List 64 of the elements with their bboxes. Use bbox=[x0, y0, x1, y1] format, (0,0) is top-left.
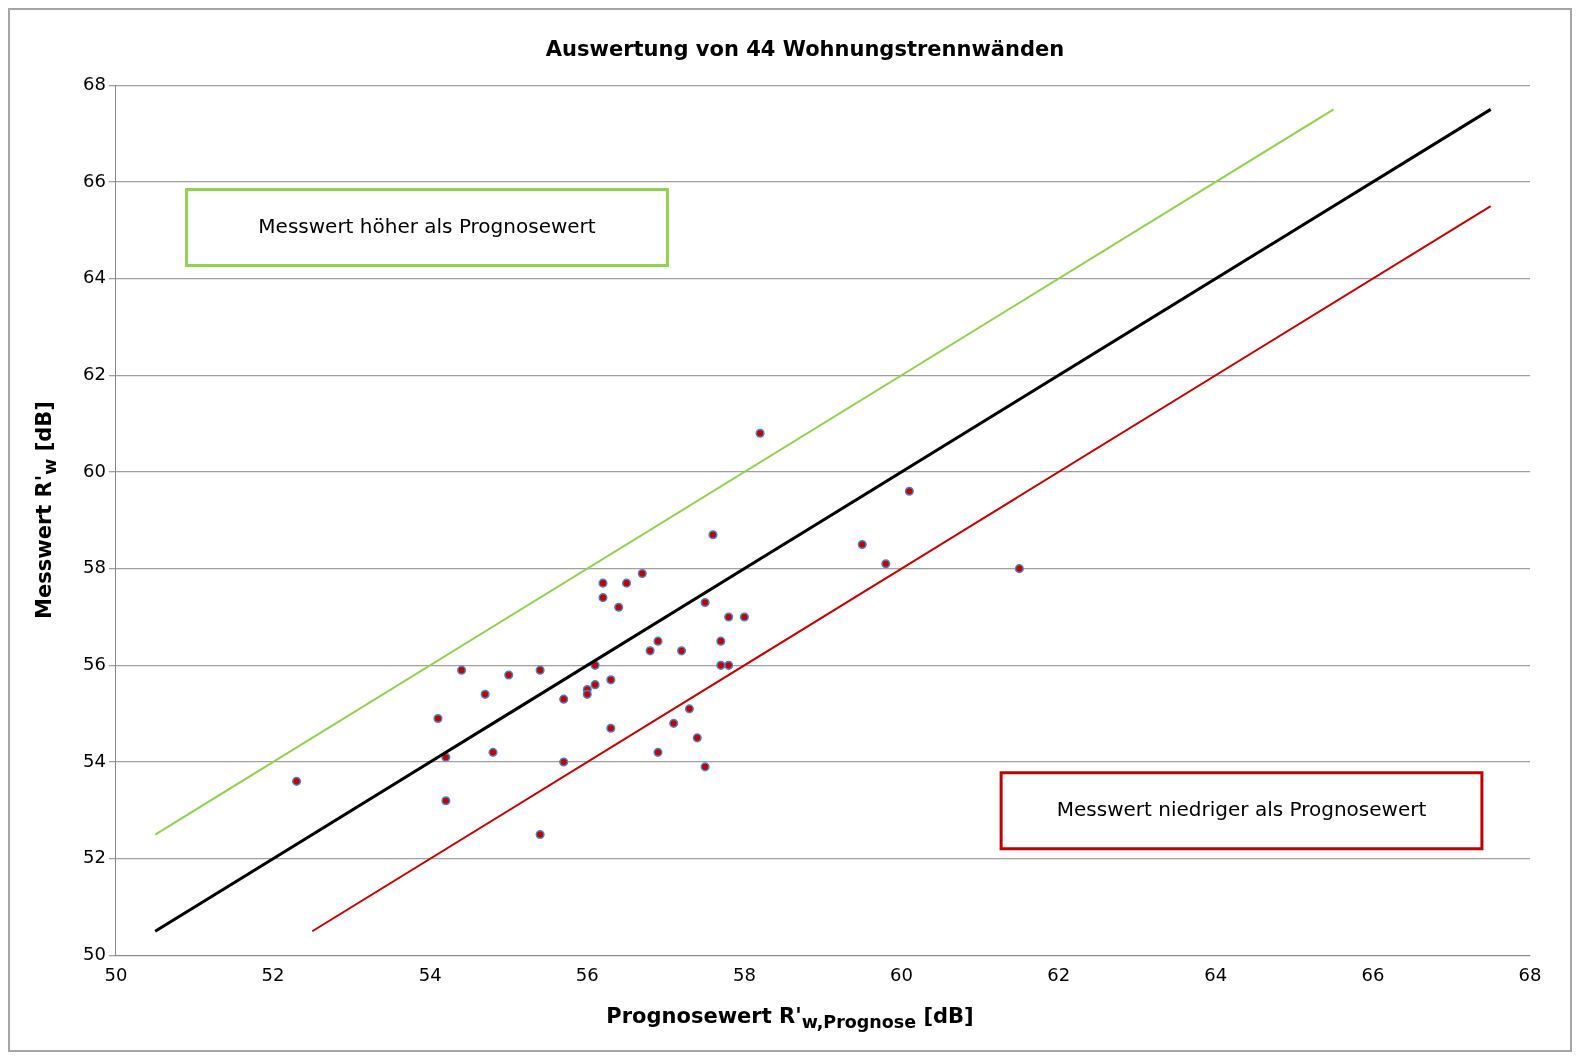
x-tick-label: 62 bbox=[1047, 963, 1071, 985]
y-tick-label: 54 bbox=[83, 749, 106, 771]
point bbox=[598, 578, 608, 588]
point bbox=[504, 670, 514, 680]
point bbox=[708, 530, 718, 540]
point bbox=[724, 612, 734, 622]
point bbox=[676, 646, 687, 656]
point bbox=[559, 757, 569, 767]
point bbox=[559, 694, 569, 704]
point bbox=[653, 636, 663, 646]
point bbox=[441, 796, 451, 806]
point bbox=[700, 762, 710, 772]
y-tick-label: 66 bbox=[83, 169, 106, 191]
point bbox=[292, 776, 302, 786]
point bbox=[739, 612, 749, 622]
point bbox=[1014, 564, 1024, 574]
point bbox=[755, 428, 765, 438]
y-tick-label: 60 bbox=[83, 459, 106, 481]
point bbox=[857, 539, 867, 550]
point bbox=[669, 718, 679, 728]
point bbox=[700, 597, 710, 608]
x-tick-label: 52 bbox=[261, 963, 285, 985]
x-tick-label: 64 bbox=[1204, 963, 1228, 985]
point bbox=[488, 747, 498, 757]
x-tick-label: 60 bbox=[890, 963, 913, 985]
y-tick-label: 50 bbox=[83, 943, 106, 965]
y-tick-label: 62 bbox=[83, 362, 106, 384]
point bbox=[637, 568, 647, 579]
x-tick-label: 58 bbox=[732, 963, 756, 985]
x-tick-label: 56 bbox=[575, 963, 599, 985]
x-axis-title: Prognosewert R'$_{w,Prognose}$ [dB] bbox=[605, 1003, 975, 1032]
y-tick-label: 64 bbox=[83, 266, 106, 288]
x-tick-label: 68 bbox=[1518, 963, 1542, 985]
x-tick-label: 50 bbox=[104, 963, 128, 985]
point bbox=[724, 660, 734, 670]
point bbox=[590, 680, 600, 690]
y-tick-label: 52 bbox=[83, 846, 106, 868]
point bbox=[606, 675, 616, 685]
point bbox=[904, 486, 914, 496]
point bbox=[457, 665, 467, 675]
point bbox=[684, 704, 694, 714]
annotation: Messwert niedriger als Prognosewert bbox=[1056, 796, 1427, 821]
point bbox=[535, 665, 545, 675]
point bbox=[535, 829, 545, 840]
chart-title: Auswertung von 44 Wohnungstrennwänden bbox=[545, 37, 1065, 62]
point bbox=[606, 723, 616, 733]
annotation: Messwert höher als Prognosewert bbox=[258, 213, 596, 238]
point bbox=[582, 689, 592, 699]
point bbox=[881, 559, 891, 569]
y-tick-label: 56 bbox=[83, 653, 106, 675]
y-tick-label: 58 bbox=[83, 556, 106, 578]
point bbox=[480, 689, 490, 699]
point bbox=[598, 593, 608, 603]
point bbox=[622, 578, 632, 588]
point bbox=[716, 636, 726, 646]
point bbox=[692, 733, 702, 743]
point bbox=[433, 713, 443, 724]
x-tick-label: 54 bbox=[418, 963, 442, 985]
point bbox=[716, 660, 726, 670]
x-tick-label: 66 bbox=[1361, 963, 1385, 985]
point bbox=[653, 747, 663, 757]
point bbox=[645, 646, 655, 656]
point bbox=[614, 602, 624, 612]
y-tick-label: 68 bbox=[83, 72, 106, 94]
